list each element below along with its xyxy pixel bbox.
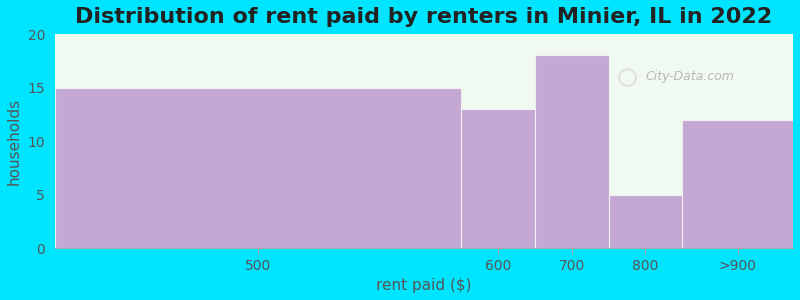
Y-axis label: households: households (7, 98, 22, 184)
Bar (682, 120, 793, 248)
Text: City-Data.com: City-Data.com (646, 70, 734, 83)
Title: Distribution of rent paid by renters in Minier, IL in 2022: Distribution of rent paid by renters in … (75, 7, 773, 27)
Bar (534, 56, 609, 248)
Bar (55, 88, 461, 248)
X-axis label: rent paid ($): rent paid ($) (376, 278, 472, 293)
Bar (461, 109, 534, 248)
Bar (609, 195, 682, 248)
